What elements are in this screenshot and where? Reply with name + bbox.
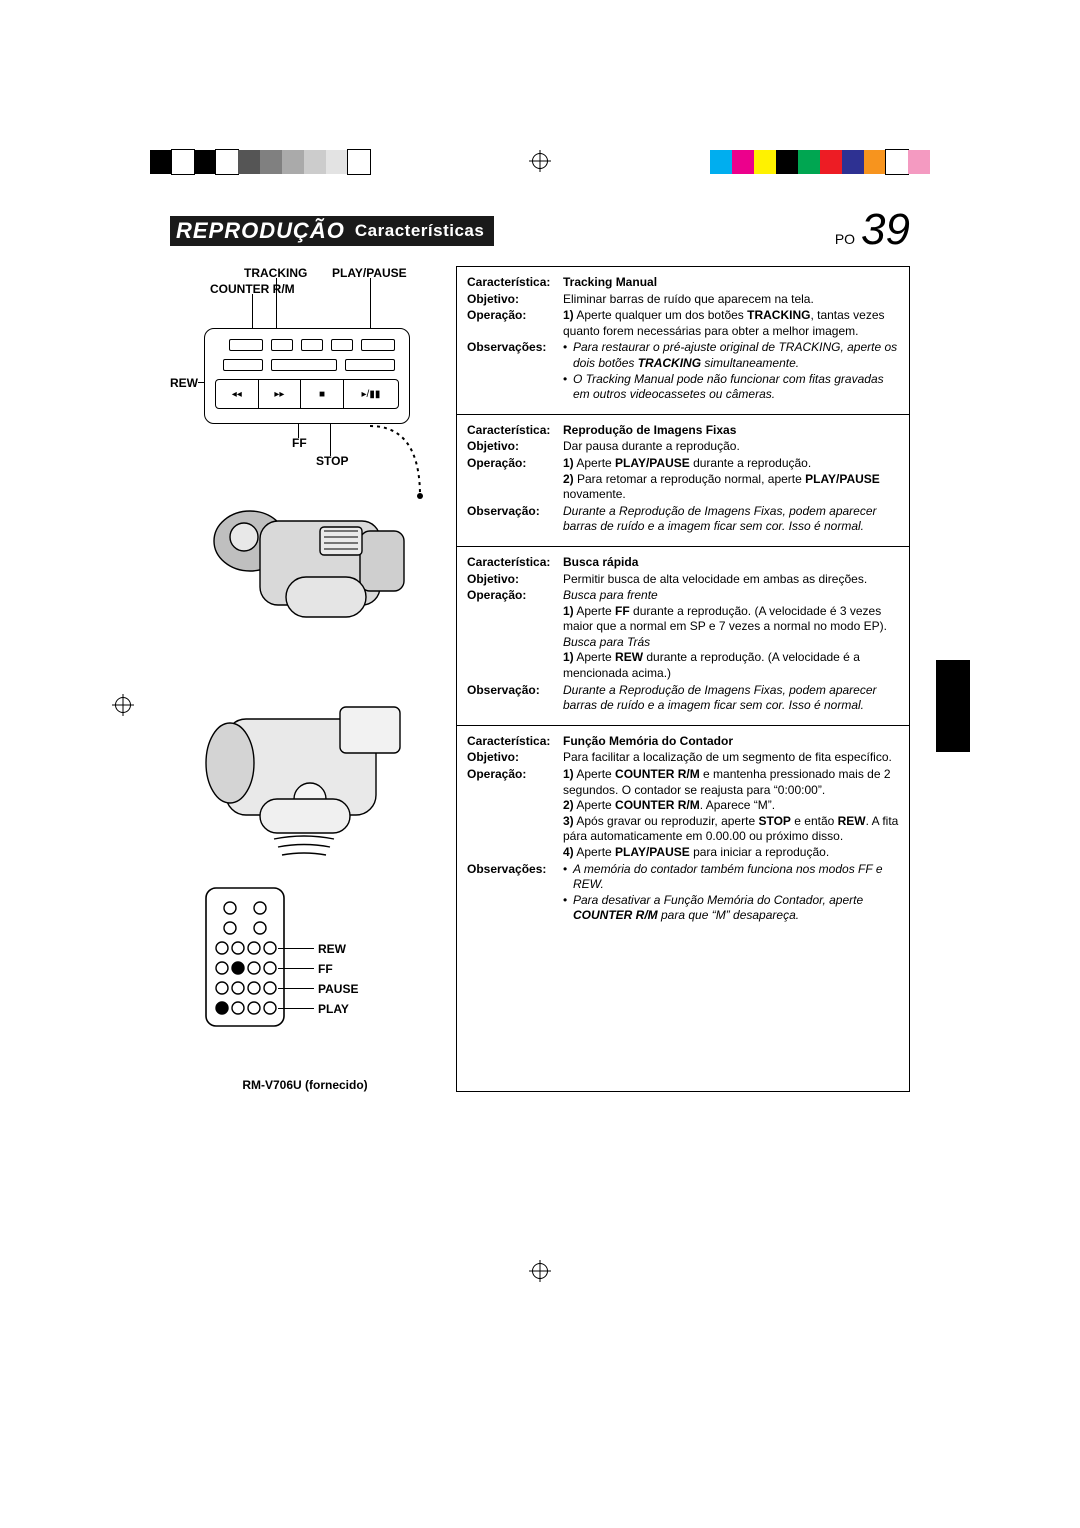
- feature-value: Para facilitar a localização de um segme…: [563, 750, 899, 766]
- label-rew: REW: [170, 376, 198, 390]
- feature-key: Observação:: [467, 683, 563, 714]
- feature-value: Tracking Manual: [563, 275, 899, 291]
- remote-label-play: PLAY: [318, 1002, 349, 1016]
- feature-value: Eliminar barras de ruído que aparecem na…: [563, 292, 899, 308]
- feature-value: Busca rápida: [563, 555, 899, 571]
- features-table: Característica:Tracking ManualObjetivo:E…: [456, 266, 910, 1092]
- feature-value: Durante a Reprodução de Imagens Fixas, p…: [563, 683, 899, 714]
- feature-key: Característica:: [467, 423, 563, 439]
- thumb-tab: [936, 660, 970, 752]
- feature-value: 1) Aperte qualquer um dos botões TRACKIN…: [563, 308, 899, 339]
- feature-key: Observação:: [467, 504, 563, 535]
- remote-label-rew: REW: [318, 942, 346, 956]
- registration-mark-top: [529, 150, 551, 172]
- registration-mark-left: [112, 694, 134, 716]
- feature-key: Objetivo:: [467, 572, 563, 588]
- feature-key: Operação:: [467, 588, 563, 682]
- printer-colorbars: [0, 150, 1080, 174]
- remote-label-ff: FF: [318, 962, 333, 976]
- feature-value: Para restaurar o pré-ajuste original de …: [563, 340, 899, 402]
- feature-key: Operação:: [467, 308, 563, 339]
- feature-value: Dar pausa durante a reprodução.: [563, 439, 899, 455]
- control-panel-diagram: TRACKING PLAY/PAUSE COUNTER R/M REW FF S…: [170, 266, 440, 466]
- label-stop: STOP: [316, 454, 348, 468]
- feature-value: A memória do contador também funciona no…: [563, 862, 899, 924]
- feature-value: 1) Aperte COUNTER R/M e mantenha pressio…: [563, 767, 899, 861]
- remote-label-pause: PAUSE: [318, 982, 358, 996]
- feature-key: Objetivo:: [467, 439, 563, 455]
- feature-value: Reprodução de Imagens Fixas: [563, 423, 899, 439]
- registration-mark-bottom: [529, 1260, 551, 1282]
- feature-value: Busca para frente1) Aperte FF durante a …: [563, 588, 899, 682]
- feature-block: Característica:Tracking ManualObjetivo:E…: [457, 267, 909, 414]
- feature-value: Permitir busca de alta velocidade em amb…: [563, 572, 899, 588]
- remote-diagram: REW FF PAUSE PLAY: [170, 882, 440, 1072]
- feature-key: Observações:: [467, 340, 563, 402]
- feature-key: Objetivo:: [467, 750, 563, 766]
- page-number: PO 39: [835, 215, 910, 247]
- label-ff: FF: [292, 436, 307, 450]
- camera-illustration-open: [170, 684, 440, 864]
- section-subtitle: Características: [355, 221, 484, 241]
- section-title: REPRODUÇÃO: [176, 218, 345, 244]
- feature-key: Operação:: [467, 456, 563, 503]
- feature-value: 1) Aperte PLAY/PAUSE durante a reproduçã…: [563, 456, 899, 503]
- remote-caption: RM-V706U (fornecido): [170, 1078, 440, 1092]
- feature-key: Característica:: [467, 275, 563, 291]
- feature-value: Durante a Reprodução de Imagens Fixas, p…: [563, 504, 899, 535]
- feature-key: Característica:: [467, 734, 563, 750]
- feature-key: Operação:: [467, 767, 563, 861]
- feature-key: Observações:: [467, 862, 563, 924]
- feature-value: Função Memória do Contador: [563, 734, 899, 750]
- page-header: REPRODUÇÃO Características PO 39: [170, 216, 910, 246]
- feature-block: Característica:Reprodução de Imagens Fix…: [457, 414, 909, 546]
- feature-key: Característica:: [467, 555, 563, 571]
- feature-block: Característica:Busca rápidaObjetivo:Perm…: [457, 546, 909, 725]
- feature-block: Característica:Função Memória do Contado…: [457, 725, 909, 935]
- feature-key: Objetivo:: [467, 292, 563, 308]
